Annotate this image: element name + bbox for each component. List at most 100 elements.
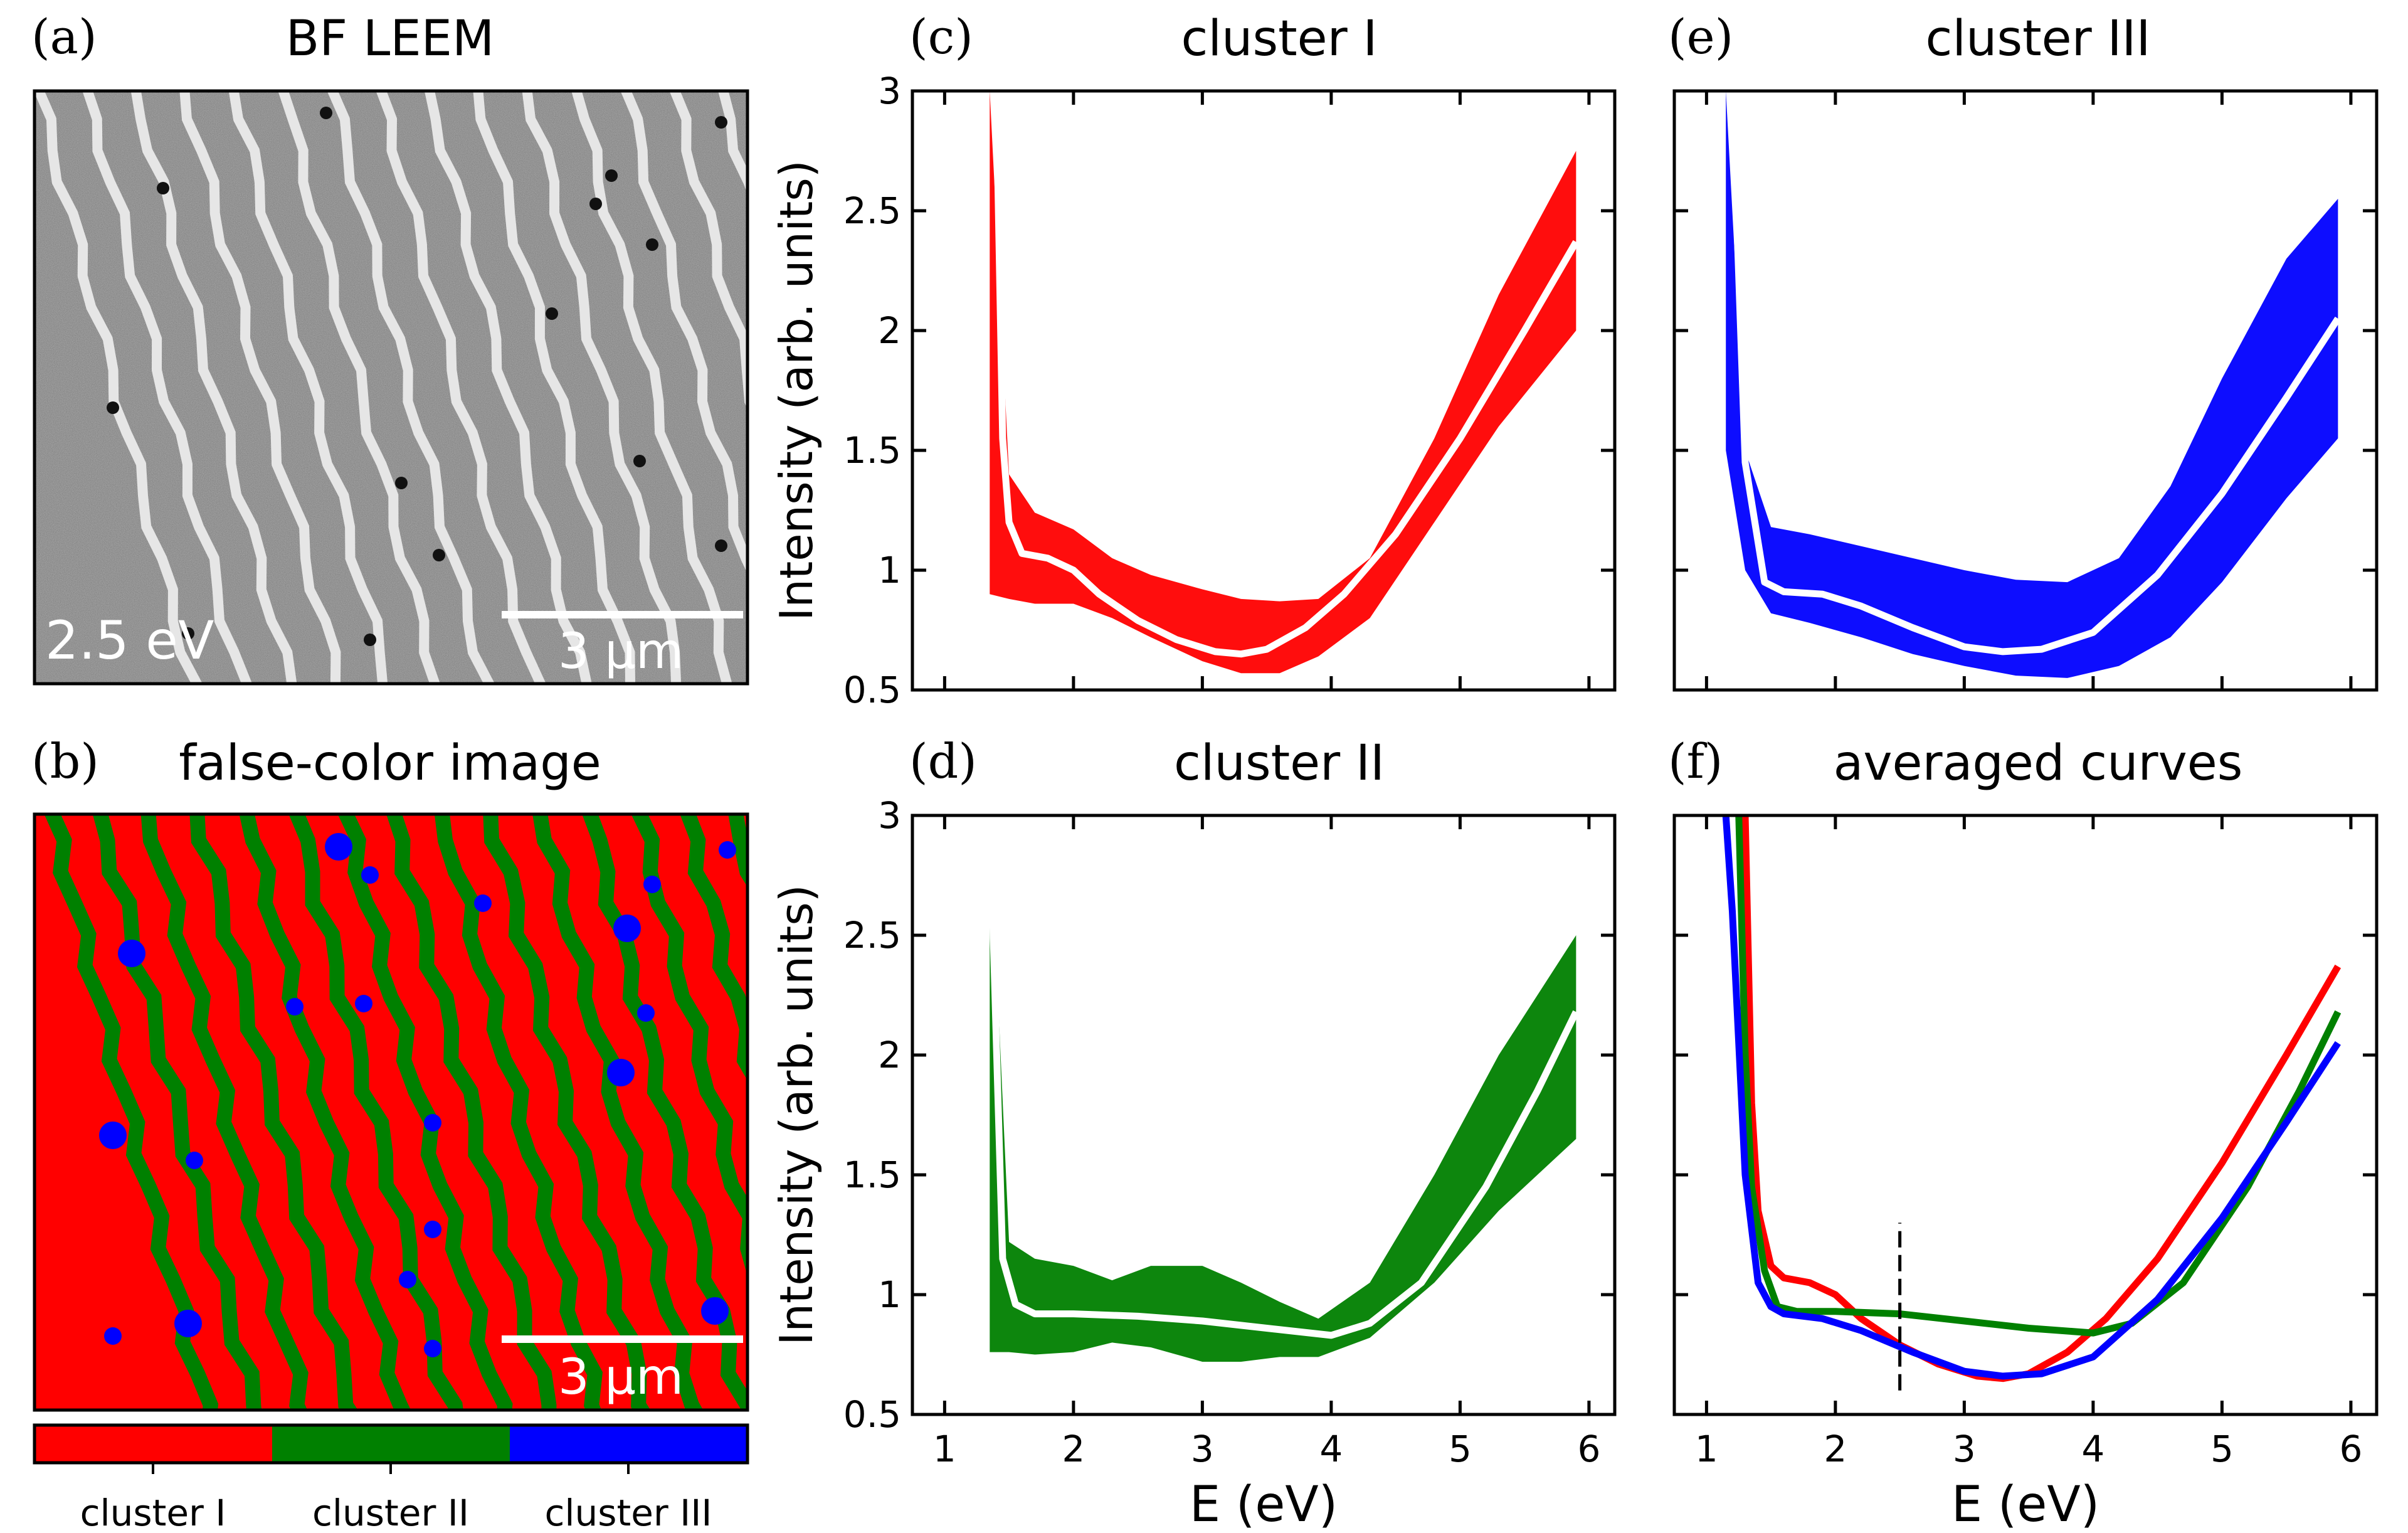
x-tick-label: 1: [1695, 1428, 1718, 1470]
y-tick-label: 0.5: [843, 1393, 901, 1436]
cluster-3-region: [399, 1271, 416, 1288]
x-tick-label: 4: [2081, 1428, 2104, 1470]
plot-cluster-2: 1 2 3 4 5 6 0.5 1 1.5 2 2.5 3 E (eV) Intensity (arb. …: [770, 794, 1617, 1533]
x-axis-label: E (eV): [1951, 1477, 2099, 1533]
plot-frame: [1672, 814, 2379, 1416]
false-color-stripe: [483, 814, 651, 1410]
cluster-3-region: [424, 1114, 441, 1132]
mean-curve: [993, 91, 1580, 658]
y-tick-label: 2.5: [843, 189, 901, 232]
leem-stripe: [620, 91, 747, 574]
x-tick-label: 1: [933, 1428, 956, 1470]
false-color-stripe: [582, 814, 747, 1410]
x-tick-label: 6: [1577, 1428, 1600, 1470]
averaged-curve-1: [1741, 815, 2342, 1382]
cluster-3-region: [174, 1310, 202, 1337]
leem-dark-spot: [320, 107, 332, 119]
leem-dark-spot: [589, 198, 602, 210]
x-tick-label: 4: [1319, 1428, 1343, 1470]
cluster-3-region: [719, 841, 736, 859]
colorbar-segment-cluster-3: [510, 1425, 747, 1463]
averaged-curve-2: [1735, 815, 2342, 1337]
y-tick-label: 0.5: [843, 669, 901, 711]
curve-band: [990, 91, 1576, 674]
plot-frame: [911, 89, 1617, 692]
y-tick-label: 2.5: [843, 914, 901, 957]
leem-dark-spot: [182, 627, 194, 640]
panel-b-letter: (b): [31, 733, 99, 789]
cluster-3-region: [424, 1340, 441, 1357]
leem-dark-spot: [395, 477, 408, 489]
plot-frame: [911, 814, 1617, 1416]
cluster-3-region: [325, 833, 352, 861]
leem-stripe: [228, 91, 389, 684]
y-tick-label: 2: [878, 309, 901, 352]
panel-c-title: cluster I: [1181, 11, 1377, 67]
y-tick-label: 3: [878, 794, 901, 837]
y-tick-label: 1.5: [843, 429, 901, 472]
leem-dark-spot: [633, 455, 646, 467]
x-tick-label: 3: [1953, 1428, 1976, 1470]
leem-image: [34, 91, 747, 684]
leem-stripe: [179, 91, 341, 684]
averaged-curve-3: [1722, 815, 2341, 1380]
cluster-3-region: [613, 915, 641, 942]
false-color-stripe: [239, 814, 411, 1410]
scalebar-a-label: 3 µm: [558, 623, 684, 680]
leem-dark-spot: [433, 549, 445, 561]
false-color-image: [34, 814, 747, 1410]
false-color-stripe: [189, 814, 358, 1410]
leem-dark-spot: [157, 182, 169, 194]
leem-stripe: [669, 91, 747, 409]
leem-dark-spot: [364, 634, 376, 646]
plot-cluster-1: 0.5 1 1.5 2 2.5 3 Intensity (arb. units): [770, 70, 1617, 711]
cluster-3-region: [99, 1122, 127, 1149]
cluster-3-region: [118, 940, 145, 967]
y-axis-label: Intensity (arb. units): [770, 160, 823, 621]
colorbar-segment-cluster-2: [272, 1425, 510, 1463]
y-axis-label: Intensity (arb. units): [770, 884, 823, 1345]
mean-curve: [986, 815, 1580, 1339]
cluster-3-region: [474, 894, 492, 912]
curve-band: [990, 815, 1576, 1362]
plot-frame: [1672, 89, 2379, 692]
false-color-stripe: [631, 814, 747, 1276]
panel-f-title: averaged curves: [1834, 735, 2243, 792]
false-color-stripe: [92, 814, 262, 1410]
x-tick-label: 5: [2210, 1428, 2234, 1470]
false-color-stripe: [288, 814, 463, 1410]
cluster-3-region: [643, 876, 661, 893]
leem-stripe: [327, 91, 495, 684]
scalebar-b-label: 3 µm: [558, 1349, 684, 1406]
x-tick-label: 2: [1824, 1428, 1847, 1470]
false-color-stripe: [386, 814, 557, 1410]
leem-stripe: [278, 91, 441, 684]
false-color-frame: [33, 812, 749, 1412]
energy-label: 2.5 eV: [45, 610, 214, 671]
leem-dark-spot: [715, 539, 727, 552]
leem-dark-spot: [107, 401, 119, 414]
cluster-3-region: [701, 1297, 729, 1325]
false-color-stripe: [680, 814, 747, 1081]
y-tick-label: 1.5: [843, 1154, 901, 1196]
cluster-3-region: [424, 1221, 441, 1238]
leem-stripe: [571, 91, 733, 684]
cluster-3-region: [286, 998, 304, 1016]
cluster-3-region: [186, 1152, 203, 1169]
x-axis-label: E (eV): [1190, 1477, 1338, 1533]
cluster-3-region: [607, 1059, 635, 1086]
leem-dark-spot: [546, 307, 558, 320]
cluster-3-region: [361, 866, 379, 884]
y-tick-label: 3: [878, 70, 901, 112]
curve-band: [1726, 91, 2338, 678]
cluster-3-region: [637, 1004, 655, 1022]
cluster-3-region: [104, 1327, 122, 1345]
panel-b-title: false-color image: [179, 735, 601, 792]
panel-d-letter: (d): [909, 733, 977, 789]
leem-dark-spot: [646, 238, 658, 251]
colorbar-segment-cluster-1: [34, 1425, 272, 1463]
leem-dark-spot: [605, 169, 618, 182]
panel-a-title: BF LEEM: [286, 11, 495, 67]
colorbar-label-3: cluster III: [544, 1492, 712, 1533]
